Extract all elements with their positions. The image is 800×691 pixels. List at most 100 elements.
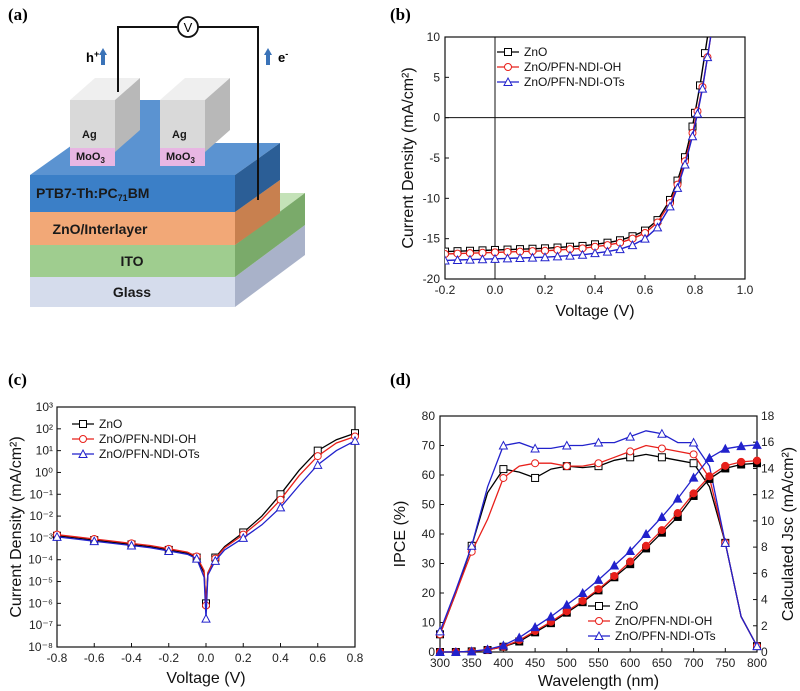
legend-label: ZnO (524, 45, 547, 59)
y-tick-label: 10 (422, 616, 436, 630)
data-point (452, 254, 463, 265)
data-point (445, 249, 449, 258)
jsc-point (609, 560, 620, 570)
y-tick-label: 10⁻⁵ (28, 575, 53, 589)
data-point (709, 21, 716, 28)
y-tick-label: -20 (423, 272, 441, 286)
legend-label: ZnO/PFN-NDI-OTs (524, 75, 625, 89)
x-tick-label: 300 (430, 656, 450, 670)
legend-marker (595, 602, 603, 610)
ipce-point (561, 440, 572, 450)
x-tick-label: 450 (525, 656, 545, 670)
y-right-tick-label: 16 (761, 435, 775, 449)
ito-front (30, 245, 235, 277)
zno-side (235, 180, 280, 245)
data-point (665, 201, 675, 211)
data-point (477, 254, 488, 264)
data-point (52, 531, 62, 541)
jsc-point (753, 456, 761, 465)
legend-marker (503, 76, 513, 86)
data-point (640, 233, 650, 243)
x-tick-label: 0.8 (347, 651, 364, 665)
electrode1-moo3-label: MoO3 (76, 151, 105, 165)
x-tick-label: 0.4 (587, 283, 604, 297)
data-point (697, 83, 708, 93)
ipce-point (435, 626, 445, 636)
jsc-point (705, 472, 714, 481)
x-tick-label: 550 (588, 656, 608, 670)
legend-marker (79, 435, 87, 443)
electrode1-ag-top (70, 78, 140, 100)
x-axis-label: Wavelength (nm) (538, 673, 659, 690)
series-1 (445, 17, 714, 256)
y-axis-label: Current Density (mA/cm²) (8, 436, 25, 617)
series-line (56, 435, 356, 606)
hole-label: h+ (86, 49, 99, 65)
x-tick-label: 700 (684, 656, 704, 670)
ipce-chart: 300 350 400 450 500 550 600 650 700 750 8000102030… (392, 409, 797, 690)
electrode2-moo3-label: MoO3 (166, 151, 195, 165)
ipce-point (466, 540, 477, 550)
ipce-point (657, 453, 666, 462)
jsc-point (657, 511, 667, 521)
data-point (707, 17, 714, 24)
x-tick-label: 600 (620, 656, 640, 670)
circuit-wire-left (117, 26, 178, 92)
x-axis-label: Voltage (V) (166, 670, 245, 687)
electrode1-ag-label: Ag (82, 129, 97, 141)
ipce-point (689, 450, 698, 459)
x-tick-label: 400 (493, 656, 513, 670)
x-tick-label: 0.0 (487, 283, 504, 297)
legend-marker (504, 63, 512, 71)
ipce-point (499, 473, 508, 482)
jsc-point (498, 640, 509, 650)
y-tick-label: -10 (423, 191, 441, 205)
ipce-point (530, 443, 540, 453)
ito-side (235, 193, 305, 277)
legend-marker (78, 448, 88, 458)
legend-label: ZnO/PFN-NDI-OTs (615, 629, 716, 643)
data-point (490, 253, 500, 263)
legend-label: ZnO (615, 599, 638, 613)
x-tick-label: 500 (557, 656, 577, 670)
x-tick-label: 0.6 (309, 651, 326, 665)
y-tick-label: 10³ (36, 400, 53, 414)
jsc-point (578, 596, 587, 605)
jsc-point (482, 644, 493, 654)
panel-label-d: (d) (390, 370, 411, 389)
series-line (445, 37, 709, 253)
layer-label-ito: ITO (120, 253, 143, 269)
jsc-point (625, 545, 636, 556)
x-tick-label: 800 (747, 656, 767, 670)
legend-marker (594, 630, 604, 640)
y-right-tick-label: 6 (761, 566, 768, 580)
ipce-point (531, 473, 540, 482)
data-point (89, 536, 100, 546)
x-tick-label: -0.2 (158, 651, 179, 665)
data-point (238, 532, 249, 542)
y-right-tick-label: 14 (761, 461, 775, 475)
electrode2-ag-top (160, 78, 230, 100)
data-point (709, 21, 717, 29)
ipce-point (498, 440, 509, 450)
active-front (30, 175, 235, 212)
layer-label-active: PTB7-Th:PC71BM (36, 185, 149, 203)
device-schematic: Glass ITO ZnO/Interlayer PTB7-Th:PC71BM … (30, 16, 305, 307)
jsc-point (610, 571, 619, 580)
jsc-point (577, 587, 588, 597)
jsc-point (626, 557, 635, 566)
x-tick-label: 350 (462, 656, 482, 670)
voltmeter-icon (177, 16, 199, 38)
active-top (30, 100, 280, 175)
y-tick-label: 80 (422, 409, 436, 423)
y-tick-label: 10⁻² (29, 509, 53, 523)
data-point (445, 255, 450, 265)
y-right-tick-label: 10 (761, 514, 775, 528)
data-point (276, 495, 285, 504)
jsc-series-3 (435, 439, 762, 656)
jsc-point (642, 541, 651, 550)
ipce-point (689, 459, 698, 468)
series-line (56, 440, 356, 619)
legend-marker (595, 617, 603, 625)
